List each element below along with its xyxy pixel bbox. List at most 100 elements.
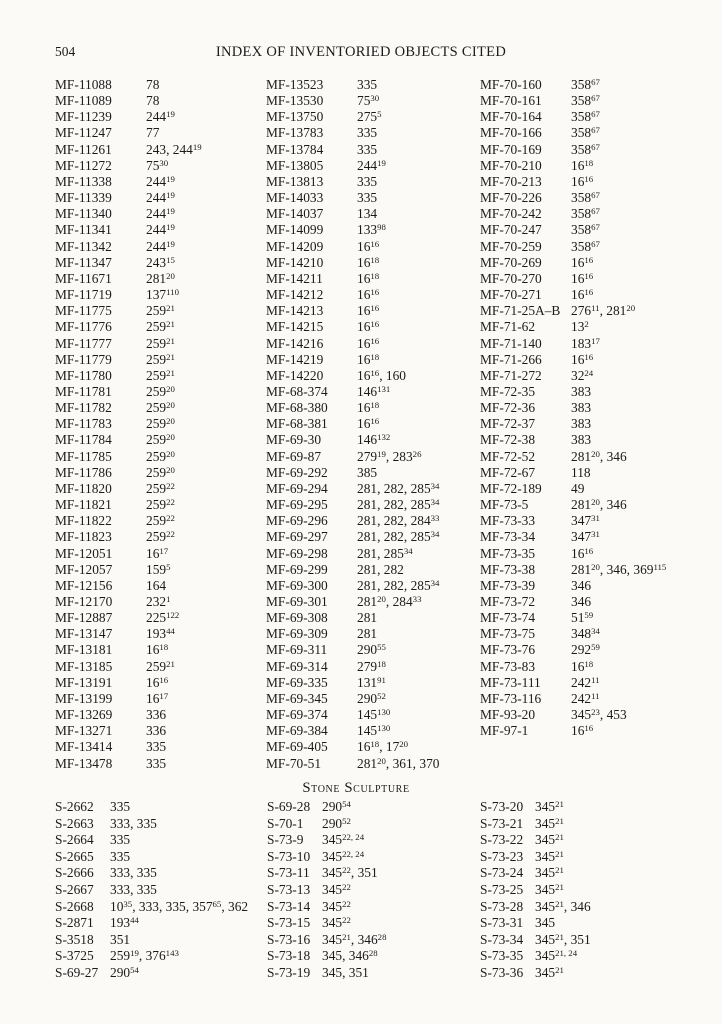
object-id: MF-13805 bbox=[266, 157, 324, 173]
index-entry: MF-71-25A–B 27611, 28120 bbox=[480, 303, 718, 319]
page-refs: 25922 bbox=[146, 513, 175, 529]
index-entry: S-73-13 34522 bbox=[267, 882, 475, 899]
page-refs: 27918 bbox=[357, 658, 386, 674]
index-entry: MF-93-20 34523, 453 bbox=[480, 707, 718, 723]
index-entry: MF-69-87 27919, 28326 bbox=[266, 449, 475, 465]
index-entry: MF-11784 25920 bbox=[55, 432, 261, 448]
index-entry: MF-70-161 35867 bbox=[480, 93, 718, 109]
object-id: MF-13478 bbox=[55, 755, 113, 771]
object-id: MF-70-259 bbox=[480, 238, 542, 254]
index-entry: S-73-15 34522 bbox=[267, 915, 475, 932]
page-refs: 333, 335 bbox=[110, 881, 157, 897]
page-refs: 34521 bbox=[535, 799, 564, 814]
index-entry: MF-73-74 5159 bbox=[480, 610, 718, 626]
page-refs: 24419 bbox=[146, 109, 175, 125]
index-entry: MF-14099 13398 bbox=[266, 222, 475, 238]
page-refs: 1618 bbox=[357, 400, 380, 416]
object-id: MF-73-38 bbox=[480, 561, 536, 577]
index-entry: MF-69-384 145130 bbox=[266, 723, 475, 739]
index-entry: MF-70-210 1618 bbox=[480, 158, 718, 174]
object-id: MF-14220 bbox=[266, 367, 324, 383]
page-refs: 335 bbox=[357, 125, 378, 141]
object-id: MF-71-62 bbox=[480, 319, 536, 335]
index-entry: MF-11338 24419 bbox=[55, 174, 261, 190]
index-entry: MF-69-300 281, 282, 28534 bbox=[266, 578, 475, 594]
object-id: MF-12156 bbox=[55, 577, 113, 593]
index-entry: MF-73-5 28120, 346 bbox=[480, 497, 718, 513]
page-refs: 132 bbox=[571, 319, 589, 335]
object-id: MF-14215 bbox=[266, 319, 324, 335]
page-refs: 29054 bbox=[322, 799, 351, 814]
object-id: S-2663 bbox=[55, 815, 94, 831]
index-entry: MF-11340 24419 bbox=[55, 206, 261, 222]
index-entry: MF-11783 25920 bbox=[55, 416, 261, 432]
object-id: MF-11781 bbox=[55, 383, 112, 399]
page-refs: 1616 bbox=[571, 254, 594, 270]
object-id: MF-11821 bbox=[55, 497, 112, 513]
page-refs: 28120, 28433 bbox=[357, 594, 422, 609]
index-column-right: MF-70-160 35867 MF-70-161 35867 MF-70-164 358… bbox=[480, 77, 718, 739]
page-refs: 383 bbox=[571, 432, 592, 448]
page-refs: 1616 bbox=[357, 287, 380, 303]
page-refs: 35867 bbox=[571, 206, 600, 222]
object-id: S-70-1 bbox=[267, 815, 304, 831]
object-id: S-73-35 bbox=[480, 948, 524, 964]
page-refs: 24419 bbox=[146, 206, 175, 222]
page-refs: 2755 bbox=[357, 109, 382, 125]
index-entry: S-73-20 34521 bbox=[480, 799, 718, 816]
object-id: MF-69-308 bbox=[266, 610, 328, 626]
index-entry: MF-13783 335 bbox=[266, 125, 475, 141]
page-refs: 333, 335 bbox=[110, 865, 157, 881]
page-refs: 25921 bbox=[146, 335, 175, 351]
page-refs: 24211 bbox=[571, 674, 600, 690]
index-entry: MF-73-76 29259 bbox=[480, 642, 718, 658]
page-refs: 1616 bbox=[571, 545, 594, 561]
page-refs: 34521 bbox=[535, 815, 564, 831]
object-id: MF-11775 bbox=[55, 303, 112, 319]
page-refs: 281, 28534 bbox=[357, 545, 413, 561]
object-id: MF-70-166 bbox=[480, 125, 542, 141]
index-entry: MF-73-72 346 bbox=[480, 594, 718, 610]
index-entry: MF-11775 25921 bbox=[55, 303, 261, 319]
index-entry: S-73-28 34521, 346 bbox=[480, 899, 718, 916]
object-id: MF-73-116 bbox=[480, 690, 542, 706]
object-id: MF-72-36 bbox=[480, 400, 536, 416]
object-id: MF-69-300 bbox=[266, 577, 328, 593]
index-entry: MF-12057 1595 bbox=[55, 562, 261, 578]
object-id: MF-73-76 bbox=[480, 642, 536, 658]
page-refs: 35867 bbox=[571, 125, 600, 141]
index-entry: MF-72-35 383 bbox=[480, 384, 718, 400]
index-entry: S-73-23 34521 bbox=[480, 849, 718, 866]
page-refs: 25921 bbox=[146, 303, 175, 319]
index-entry: MF-11339 24419 bbox=[55, 190, 261, 206]
page-refs: 1616 bbox=[357, 335, 380, 351]
object-id: MF-70-161 bbox=[480, 93, 542, 109]
object-id: MF-71-25A–B bbox=[480, 303, 561, 319]
object-id: MF-72-37 bbox=[480, 416, 536, 432]
object-id: MF-13181 bbox=[55, 642, 113, 658]
page-refs: 35867 bbox=[571, 109, 600, 125]
page-refs: 335 bbox=[110, 799, 131, 814]
page-refs: 34522, 351 bbox=[322, 865, 378, 881]
page-refs: 35867 bbox=[571, 141, 600, 157]
page-refs: 336 bbox=[146, 707, 167, 723]
object-id: MF-73-34 bbox=[480, 529, 536, 545]
index-entry: MF-12170 2321 bbox=[55, 594, 261, 610]
index-entry: MF-70-213 1616 bbox=[480, 174, 718, 190]
index-entry: MF-70-226 35867 bbox=[480, 190, 718, 206]
page-refs: 13398 bbox=[357, 222, 386, 238]
index-entry: S-2663 333, 335 bbox=[55, 816, 261, 833]
index-entry: S-73-11 34522, 351 bbox=[267, 865, 475, 882]
object-id: MF-11785 bbox=[55, 448, 112, 464]
index-entry: S-2668 1035, 333, 335, 35765, 362 bbox=[55, 899, 261, 916]
object-id: MF-69-292 bbox=[266, 464, 328, 480]
object-id: MF-12887 bbox=[55, 610, 113, 626]
page-refs: 34834 bbox=[571, 626, 600, 642]
index-entry: MF-71-266 1616 bbox=[480, 352, 718, 368]
index-entry: MF-68-381 1616 bbox=[266, 416, 475, 432]
object-id: MF-70-51 bbox=[266, 755, 322, 771]
object-id: MF-13783 bbox=[266, 125, 324, 141]
page-header: 504 INDEX OF INVENTORIED OBJECTS CITED bbox=[55, 44, 667, 62]
object-id: MF-69-301 bbox=[266, 594, 328, 609]
page-refs: 146132 bbox=[357, 432, 391, 448]
